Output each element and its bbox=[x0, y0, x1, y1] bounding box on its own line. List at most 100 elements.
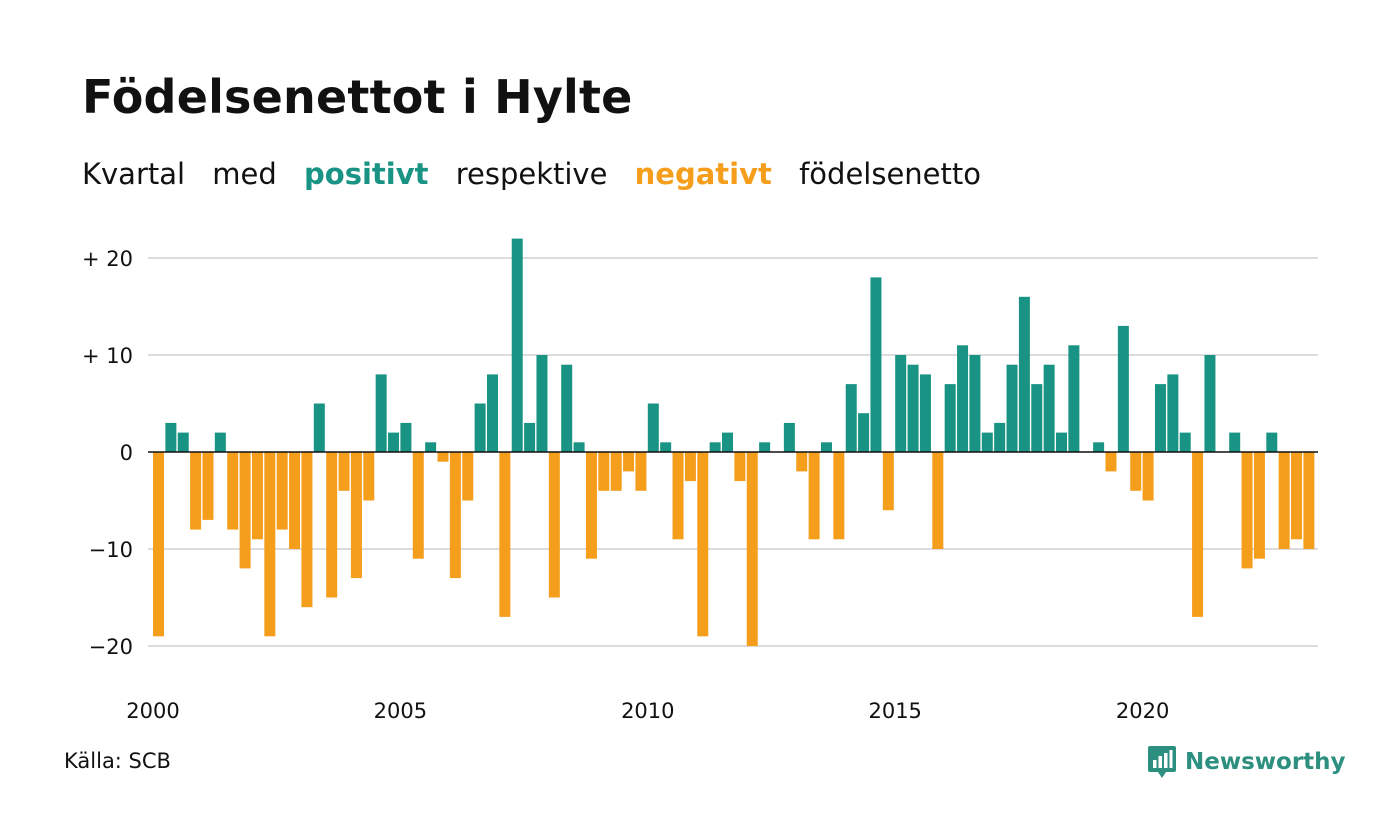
bar-negative bbox=[796, 452, 808, 472]
bar-positive bbox=[388, 432, 400, 452]
bar-positive bbox=[214, 432, 226, 452]
bar-positive bbox=[1229, 432, 1241, 452]
bar-negative bbox=[1291, 452, 1303, 540]
x-tick-label: 2015 bbox=[868, 699, 921, 723]
bar-positive bbox=[1167, 374, 1179, 452]
bar-negative bbox=[412, 452, 424, 559]
bar-negative bbox=[239, 452, 251, 569]
x-tick-label: 2020 bbox=[1116, 699, 1169, 723]
bar-positive bbox=[1154, 384, 1166, 452]
bar-negative bbox=[462, 452, 474, 501]
bar-negative bbox=[548, 452, 560, 598]
bar-positive bbox=[981, 432, 993, 452]
bar-negative bbox=[326, 452, 338, 598]
bar-negative bbox=[301, 452, 313, 608]
bar-positive bbox=[1018, 296, 1030, 452]
bar-negative bbox=[672, 452, 684, 540]
bar-negative bbox=[449, 452, 461, 579]
bar-positive bbox=[1204, 355, 1216, 452]
bar-positive bbox=[722, 432, 734, 452]
bar-negative bbox=[746, 452, 758, 646]
bar-negative bbox=[251, 452, 263, 540]
bar-negative bbox=[338, 452, 350, 491]
bar-positive bbox=[425, 442, 437, 452]
bar-positive bbox=[994, 422, 1006, 452]
y-axis-ticks: + 20 + 10 0 −10 −20 bbox=[82, 247, 133, 659]
bar-positive bbox=[486, 374, 498, 452]
chart-subtitle: Kvartal med positivt respektive negativt… bbox=[82, 157, 999, 191]
chart-title: Födelsenettot i Hylte bbox=[82, 70, 633, 124]
bar-negative bbox=[734, 452, 746, 482]
bars bbox=[153, 238, 1315, 646]
y-tick-label: −20 bbox=[89, 635, 133, 659]
bar-negative bbox=[227, 452, 239, 530]
bar-positive bbox=[759, 442, 771, 452]
bar-negative bbox=[1192, 452, 1204, 617]
x-tick-label: 2010 bbox=[621, 699, 674, 723]
bar-positive bbox=[969, 355, 981, 452]
bar-positive bbox=[1068, 345, 1080, 452]
bar-negative bbox=[623, 452, 635, 472]
bar-positive bbox=[536, 355, 548, 452]
x-tick-label: 2000 bbox=[126, 699, 179, 723]
bar-positive bbox=[474, 403, 486, 452]
bar-positive bbox=[1056, 432, 1068, 452]
bar-positive bbox=[944, 384, 956, 452]
newsworthy-chart-bubble-icon bbox=[1148, 746, 1176, 778]
subtitle-word-fodelsenetto: födelsenetto bbox=[799, 157, 981, 191]
bar-positive bbox=[1031, 384, 1043, 452]
bar-positive bbox=[511, 238, 523, 452]
subtitle-word-respektive: respektive bbox=[455, 157, 608, 191]
bar-negative bbox=[350, 452, 362, 579]
bar-positive bbox=[709, 442, 721, 452]
bar-negative bbox=[499, 452, 511, 617]
bar-negative bbox=[808, 452, 820, 540]
bar-positive bbox=[1179, 432, 1191, 452]
bar-negative bbox=[697, 452, 709, 637]
bar-negative bbox=[1253, 452, 1265, 559]
bar-positive bbox=[1117, 325, 1129, 452]
bar-positive bbox=[1093, 442, 1105, 452]
bar-negative bbox=[202, 452, 214, 520]
bar-negative bbox=[1303, 452, 1315, 549]
bar-negative bbox=[1142, 452, 1154, 501]
bar-negative bbox=[932, 452, 944, 549]
subtitle-word-med: med bbox=[212, 157, 277, 191]
subtitle-negative-label: negativt bbox=[634, 157, 772, 191]
bar-negative bbox=[1105, 452, 1117, 472]
y-tick-label: 0 bbox=[120, 441, 133, 465]
bar-negative bbox=[1241, 452, 1253, 569]
bar-negative bbox=[585, 452, 597, 559]
bar-positive bbox=[820, 442, 832, 452]
newsworthy-logo: Newsworthy bbox=[1147, 742, 1346, 782]
bar-positive bbox=[524, 422, 536, 452]
bar-positive bbox=[919, 374, 931, 452]
y-tick-label: + 20 bbox=[82, 247, 133, 271]
bar-positive bbox=[660, 442, 672, 452]
bar-positive bbox=[895, 355, 907, 452]
bar-negative bbox=[882, 452, 894, 511]
bar-negative bbox=[437, 452, 449, 462]
bar-positive bbox=[400, 422, 412, 452]
bar-negative bbox=[289, 452, 301, 549]
bar-negative bbox=[598, 452, 610, 491]
bar-positive bbox=[870, 277, 882, 452]
subtitle-positive-label: positivt bbox=[304, 157, 429, 191]
x-tick-label: 2005 bbox=[374, 699, 427, 723]
bar-positive bbox=[647, 403, 659, 452]
y-tick-label: −10 bbox=[89, 538, 133, 562]
bar-negative bbox=[635, 452, 647, 491]
bar-positive bbox=[1266, 432, 1278, 452]
source-note: Källa: SCB bbox=[64, 749, 171, 773]
bar-positive bbox=[313, 403, 325, 452]
bar-positive bbox=[783, 422, 795, 452]
bar-negative bbox=[833, 452, 845, 540]
bar-negative bbox=[153, 452, 164, 637]
y-tick-label: + 10 bbox=[82, 344, 133, 368]
bar-positive bbox=[957, 345, 969, 452]
bar-positive bbox=[845, 384, 857, 452]
bar-negative bbox=[190, 452, 202, 530]
subtitle-word-kvartal: Kvartal bbox=[82, 157, 186, 191]
bar-negative bbox=[1278, 452, 1290, 549]
